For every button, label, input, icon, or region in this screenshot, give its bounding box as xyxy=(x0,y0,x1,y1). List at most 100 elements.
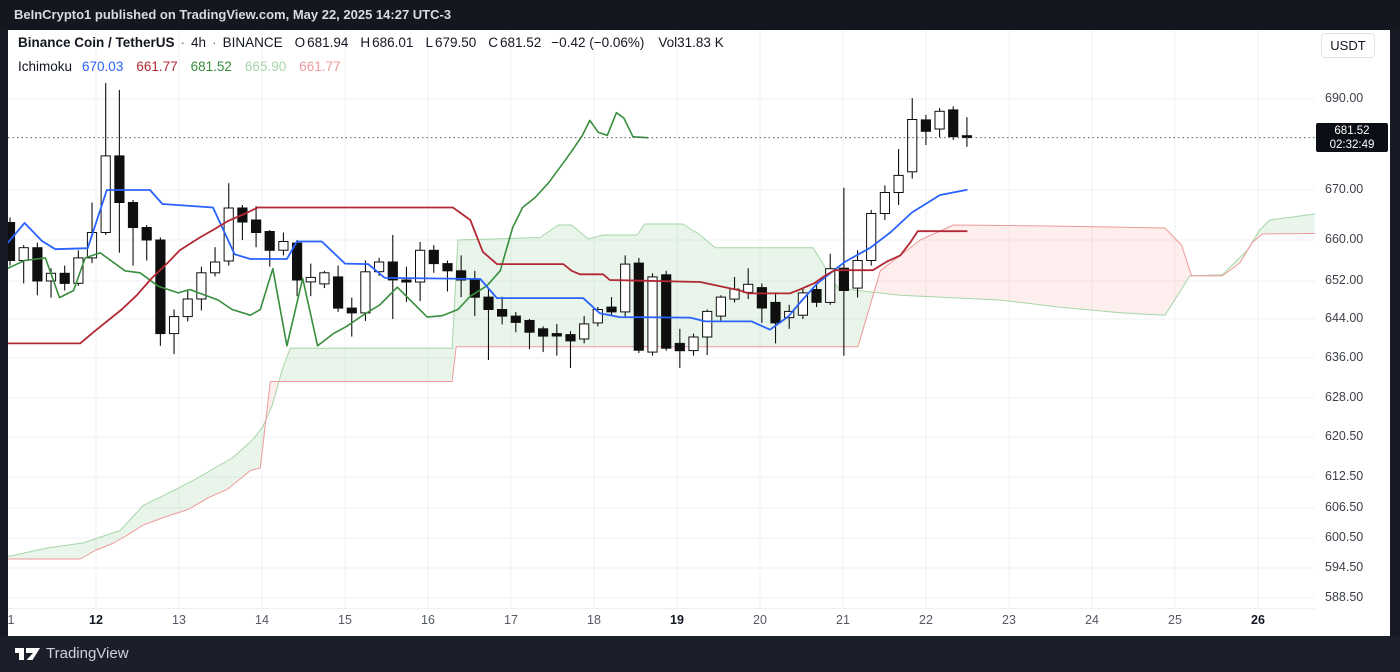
candle xyxy=(237,205,248,240)
kumo-cloud-bullish xyxy=(280,224,875,382)
ichimoku-value-lagging-span: 681.52 xyxy=(190,59,232,74)
candle xyxy=(510,311,521,333)
candle xyxy=(497,296,508,325)
symbol-header: Binance Coin / TetherUS · 4h · BINANCE O 681.9… xyxy=(18,35,724,57)
time-axis-label: 25 xyxy=(1168,613,1182,627)
ohlc-field-label: C xyxy=(488,35,498,50)
price-axis-label: 652.00 xyxy=(1325,273,1364,287)
candle xyxy=(387,235,398,319)
candle xyxy=(292,240,303,297)
exchange-label: BINANCE xyxy=(222,35,283,50)
candle xyxy=(483,287,494,360)
candle xyxy=(251,206,262,248)
separator-dot: · xyxy=(180,35,186,50)
price-change: −0.42 (−0.06%) xyxy=(551,35,645,50)
time-scale[interactable]: 1 12 13 14 15 16 17 18 19 20 21 22 23 24 25 26 xyxy=(8,608,1315,636)
ichimoku-value-leading-span-b: 661.77 xyxy=(299,59,341,74)
footer-bar: TradingView xyxy=(0,636,1400,672)
time-axis-label: 17 xyxy=(504,613,518,627)
symbol-title: Binance Coin / TetherUS xyxy=(18,35,175,50)
ichimoku-legend: Ichimoku 670.03 661.77 681.52 665.90 661.77 xyxy=(18,59,367,79)
time-axis-label: 23 xyxy=(1002,613,1016,627)
candle xyxy=(100,83,111,235)
candle xyxy=(415,242,426,301)
candle xyxy=(920,114,931,145)
ichimoku-value-leading-span-a: 665.90 xyxy=(244,59,287,74)
ohlc-field-label: O xyxy=(294,35,306,50)
chart-panel: Binance Coin / TetherUS · 4h · BINANCE O 681.9… xyxy=(8,30,1390,636)
candle xyxy=(223,183,234,266)
candle xyxy=(879,185,890,220)
kumo-cloud-bearish xyxy=(267,379,281,418)
price-scale[interactable]: 690.00 670.00 660.00 652.00 644.00 636.00 628.… xyxy=(1315,30,1390,607)
candle xyxy=(811,283,822,308)
lagging-span-line xyxy=(8,111,649,347)
candle xyxy=(442,260,453,292)
tradingview-brand-link[interactable]: TradingView xyxy=(46,645,129,662)
time-axis-label: 14 xyxy=(255,613,269,627)
candle xyxy=(456,255,467,298)
candle xyxy=(333,265,344,312)
time-axis-label: 22 xyxy=(919,613,933,627)
conversion-line xyxy=(8,188,968,331)
candle xyxy=(169,309,180,355)
price-chart[interactable] xyxy=(8,30,1315,636)
ichimoku-value-base-line: 661.77 xyxy=(136,59,178,74)
candle xyxy=(278,232,289,256)
price-axis-label: 670.00 xyxy=(1325,182,1364,196)
kumo-cloud-bullish xyxy=(8,413,267,559)
candle xyxy=(524,319,535,350)
candle xyxy=(210,247,221,277)
current-price-value: 681.52 xyxy=(1334,125,1370,137)
candle xyxy=(893,149,904,205)
time-axis-label: 19 xyxy=(670,613,684,627)
candle xyxy=(756,283,767,323)
price-axis-label: 594.50 xyxy=(1325,560,1364,574)
bar-countdown: 02:32:49 xyxy=(1329,139,1375,151)
ohlc-field-value: 681.94 xyxy=(307,35,349,50)
currency-toggle-button[interactable]: USDT xyxy=(1321,33,1375,58)
time-axis-label: 1 xyxy=(7,613,15,627)
time-axis-label: 21 xyxy=(836,613,850,627)
candle xyxy=(825,253,836,305)
candle xyxy=(852,250,863,298)
candle xyxy=(182,290,193,322)
candle xyxy=(264,230,275,267)
price-axis-label: 644.00 xyxy=(1325,311,1364,325)
candle xyxy=(32,242,43,296)
candle xyxy=(346,297,357,337)
candle xyxy=(688,333,699,356)
candle xyxy=(565,331,576,368)
ohlc-field-value: 686.01 xyxy=(372,35,414,50)
ohlc-field-label: L xyxy=(425,35,433,50)
candle xyxy=(155,237,166,346)
candle xyxy=(702,309,713,356)
time-axis-label: 20 xyxy=(753,613,767,627)
candle xyxy=(73,250,84,286)
leading-span-b-line xyxy=(8,224,1315,560)
ohlc-field-value: 681.52 xyxy=(500,35,542,50)
ichimoku-values: 670.03 661.77 681.52 665.90 661.77 xyxy=(82,59,353,74)
price-axis-label: 606.50 xyxy=(1325,500,1364,514)
attribution-bar: BeInCrypto1 published on TradingView.com… xyxy=(0,0,1400,30)
price-axis-label: 588.50 xyxy=(1325,590,1364,604)
candle xyxy=(551,323,562,356)
time-axis-label: 13 xyxy=(172,613,186,627)
kumo-cloud-bearish xyxy=(874,225,1192,316)
candle xyxy=(633,257,644,354)
candle xyxy=(606,297,617,317)
candle xyxy=(141,225,152,261)
candle xyxy=(319,270,330,289)
tradingview-logo-icon[interactable] xyxy=(14,645,41,663)
volume-label: Vol xyxy=(658,35,678,50)
kumo-cloud-bullish xyxy=(1191,214,1315,276)
candle xyxy=(866,210,877,266)
candle xyxy=(907,98,918,179)
ohlc-values: O 681.94 H 686.01 L 679.50 C 681.52 xyxy=(283,35,542,50)
indicator-name: Ichimoku xyxy=(18,59,73,74)
separator-dot: · xyxy=(212,35,217,50)
price-axis-label: 620.50 xyxy=(1325,429,1364,443)
time-axis-label: 12 xyxy=(89,613,103,627)
candle xyxy=(114,89,125,253)
